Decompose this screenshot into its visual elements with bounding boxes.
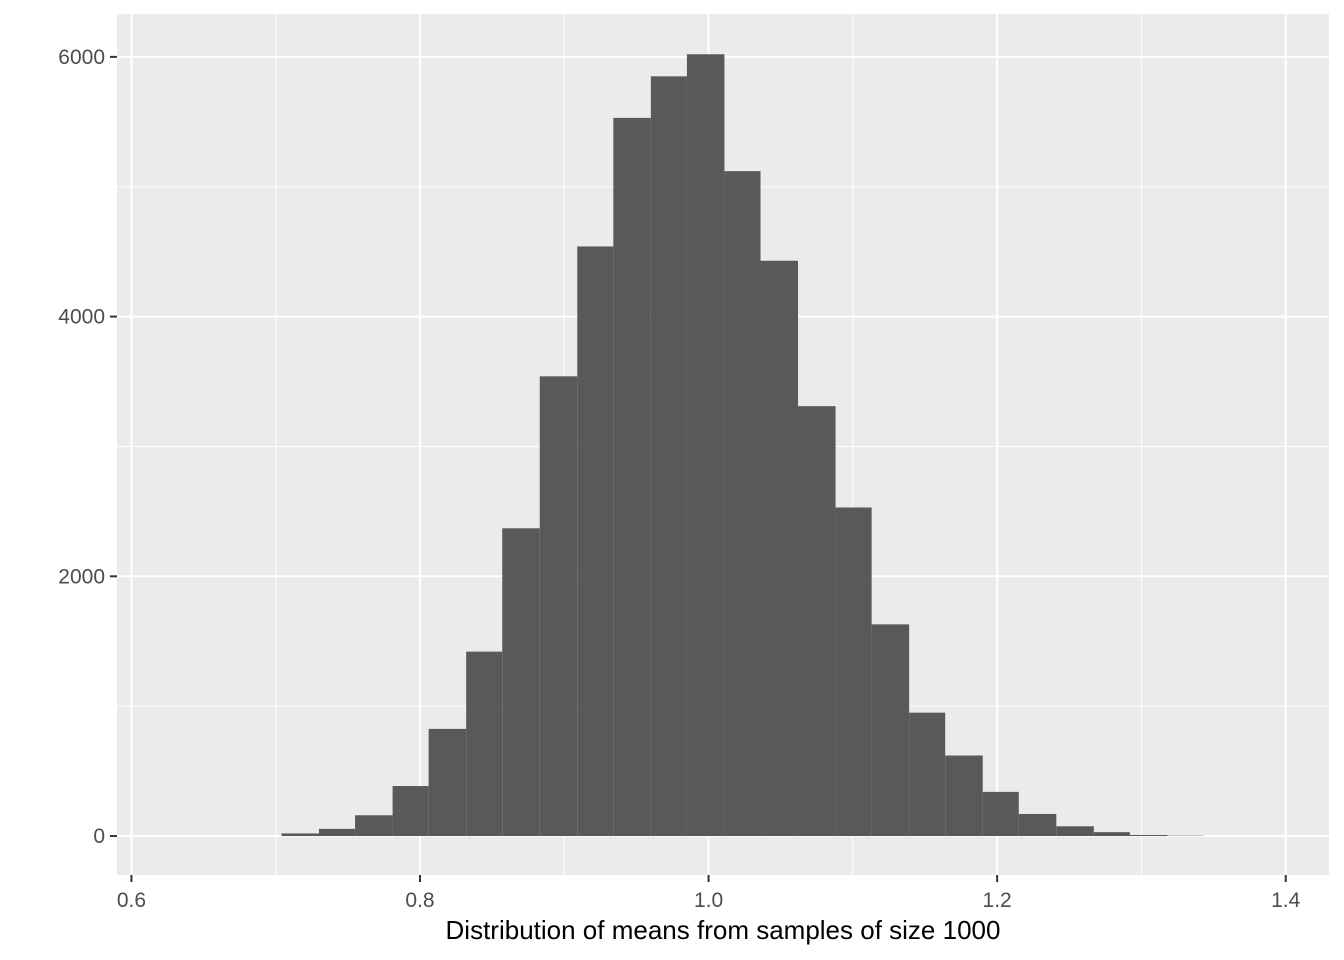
histogram-bar	[835, 507, 872, 837]
histogram-bar	[945, 755, 983, 837]
histogram-bar	[724, 171, 761, 837]
histogram-bar	[613, 117, 651, 837]
x-axis: 0.6 0.8 1.0 1.2 1.4	[117, 875, 1301, 912]
y-tick-label: 0	[93, 825, 105, 848]
x-tick-label: 1.0	[694, 889, 723, 912]
histogram-bar	[982, 791, 1019, 837]
histogram-bar	[1056, 826, 1094, 837]
x-tick-label: 1.4	[1271, 889, 1301, 912]
histogram-bar	[1093, 832, 1130, 837]
y-tick-label: 2000	[58, 565, 105, 588]
histogram-bar	[760, 260, 799, 837]
y-tick-label: 4000	[58, 306, 105, 329]
x-axis-title: Distribution of means from samples of si…	[446, 915, 1001, 945]
histogram-bar	[686, 54, 725, 837]
histogram-bar	[466, 651, 503, 837]
histogram-bar	[909, 712, 946, 837]
histogram-bar	[1129, 835, 1168, 837]
x-tick-label: 0.8	[405, 889, 434, 912]
histogram-bar	[281, 833, 319, 837]
x-tick-label: 0.6	[117, 889, 146, 912]
histogram-bar	[539, 376, 578, 837]
histogram-bar	[1018, 813, 1057, 837]
histogram-bar	[355, 815, 393, 837]
histogram-bar	[319, 828, 356, 837]
histogram-bar	[392, 786, 429, 837]
histogram-bar	[650, 76, 687, 837]
y-axis: 0 2000 4000 6000	[58, 46, 117, 848]
histogram-bar	[502, 528, 540, 837]
histogram-bars	[281, 54, 1204, 837]
histogram-bar	[577, 246, 614, 837]
x-tick-label: 1.2	[983, 889, 1012, 912]
histogram-bar	[798, 406, 836, 837]
histogram-bar	[871, 624, 910, 837]
histogram-bar	[428, 728, 467, 837]
y-tick-label: 6000	[58, 46, 105, 69]
